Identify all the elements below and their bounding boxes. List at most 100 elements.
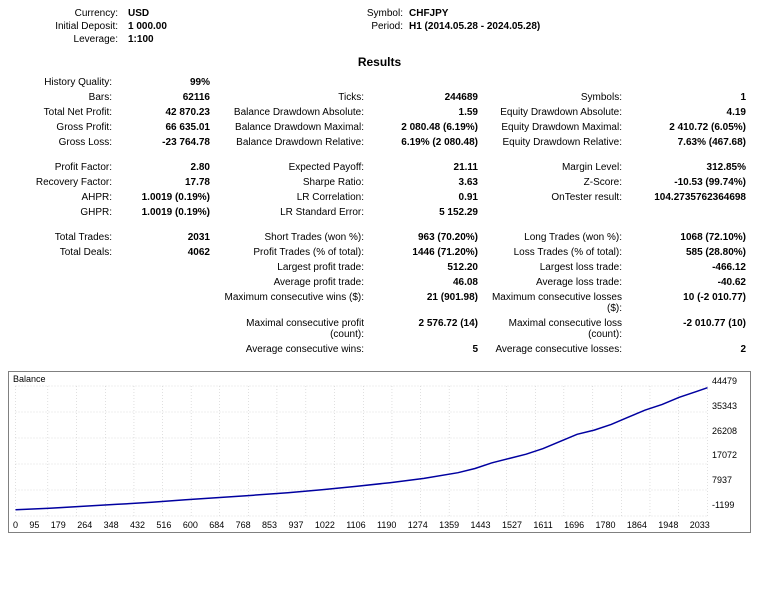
y-axis-labels: 444793534326208170727937-1199	[712, 372, 748, 514]
stat-value: 244689	[372, 92, 482, 103]
stat-label: Total Net Profit:	[8, 107, 120, 118]
stat-cell: History Quality:99%	[8, 77, 214, 88]
stat-label: History Quality:	[8, 77, 120, 88]
stat-label: OnTester result:	[482, 192, 630, 203]
stat-value: 99%	[120, 77, 214, 88]
stat-cell: Equity Drawdown Relative:7.63% (467.68)	[482, 137, 750, 148]
x-tick-label: 1106	[346, 520, 365, 530]
stat-cell	[8, 262, 214, 273]
stat-label: AHPR:	[8, 192, 120, 203]
stat-cell: Largest profit trade:512.20	[214, 262, 482, 273]
stat-value: 5	[372, 344, 482, 355]
stat-value: 66 635.01	[120, 122, 214, 133]
stat-value: 4.19	[630, 107, 750, 118]
stat-cell: Maximum consecutive wins ($):21 (901.98)	[214, 292, 482, 314]
stat-label: LR Correlation:	[214, 192, 372, 203]
x-tick-label: 179	[51, 520, 66, 530]
stat-label: Total Trades:	[8, 232, 120, 243]
x-tick-label: 600	[183, 520, 198, 530]
stat-label: Balance Drawdown Relative:	[214, 137, 372, 148]
stat-cell	[214, 77, 482, 88]
stat-cell: Symbols:1	[482, 92, 750, 103]
stat-value: 2 410.72 (6.05%)	[630, 122, 750, 133]
stat-label: Expected Payoff:	[214, 162, 372, 173]
stat-cell: Z-Score:-10.53 (99.74%)	[482, 177, 750, 188]
stat-value: 1.0019 (0.19%)	[120, 192, 214, 203]
stat-label: Average consecutive wins:	[214, 344, 372, 355]
stat-cell: Gross Loss:-23 764.78	[8, 137, 214, 148]
stat-label: Maximal consecutive loss (count):	[482, 318, 630, 340]
x-axis-labels: 0951792643484325166006847688539371022110…	[13, 520, 710, 530]
stat-label: Balance Drawdown Absolute:	[214, 107, 372, 118]
results-title: Results	[8, 55, 751, 69]
stat-cell: LR Correlation:0.91	[214, 192, 482, 203]
stat-label: Total Deals:	[8, 247, 120, 258]
stat-cell: Balance Drawdown Absolute:1.59	[214, 107, 482, 118]
stat-cell	[482, 207, 750, 218]
stat-cell: Largest loss trade:-466.12	[482, 262, 750, 273]
stat-cell: GHPR:1.0019 (0.19%)	[8, 207, 214, 218]
stat-label: Short Trades (won %):	[214, 232, 372, 243]
stat-cell: Average profit trade:46.08	[214, 277, 482, 288]
stat-value: 21.11	[372, 162, 482, 173]
stat-cell: LR Standard Error:5 152.29	[214, 207, 482, 218]
x-tick-label: 1527	[502, 520, 522, 530]
stat-cell: Maximum consecutive losses ($):10 (-2 01…	[482, 292, 750, 314]
stat-cell: Expected Payoff:21.11	[214, 162, 482, 173]
x-tick-label: 348	[104, 520, 119, 530]
chart-title: Balance	[13, 374, 46, 384]
stats-grid: History Quality:99%Bars:62116Ticks:24468…	[8, 77, 751, 359]
stat-cell: Gross Profit:66 635.01	[8, 122, 214, 133]
stat-value: 2.80	[120, 162, 214, 173]
stat-cell: Average loss trade:-40.62	[482, 277, 750, 288]
symbol-label: Symbol:	[298, 8, 409, 19]
stat-cell: Total Trades:2031	[8, 232, 214, 243]
stat-cell	[8, 318, 214, 340]
stat-value: 1068 (72.10%)	[630, 232, 750, 243]
x-tick-label: 768	[236, 520, 251, 530]
stat-cell: Average consecutive wins:5	[214, 344, 482, 355]
stat-label: Gross Profit:	[8, 122, 120, 133]
stat-cell: Maximal consecutive profit (count):2 576…	[214, 318, 482, 340]
stat-value: -10.53 (99.74%)	[630, 177, 750, 188]
deposit-value: 1 000.00	[128, 21, 208, 32]
stat-cell: Total Deals:4062	[8, 247, 214, 258]
stat-label: Maximum consecutive wins ($):	[214, 292, 372, 314]
x-tick-label: 1696	[564, 520, 584, 530]
x-tick-label: 432	[130, 520, 145, 530]
stat-cell: Loss Trades (% of total):585 (28.80%)	[482, 247, 750, 258]
stat-cell: Profit Trades (% of total):1446 (71.20%)	[214, 247, 482, 258]
chart-svg	[9, 372, 750, 532]
leverage-label: Leverage:	[8, 34, 128, 45]
stat-value: 2 576.72 (14)	[372, 318, 482, 340]
stat-cell: OnTester result:104.2735762364698	[482, 192, 750, 203]
stat-cell: AHPR:1.0019 (0.19%)	[8, 192, 214, 203]
stat-label: Balance Drawdown Maximal:	[214, 122, 372, 133]
x-tick-label: 1611	[533, 520, 552, 530]
stat-label: Profit Trades (% of total):	[214, 247, 372, 258]
stat-label: Largest loss trade:	[482, 262, 630, 273]
stat-cell: Sharpe Ratio:3.63	[214, 177, 482, 188]
x-tick-label: 1780	[595, 520, 615, 530]
currency-label: Currency:	[8, 8, 128, 19]
stat-label: Equity Drawdown Maximal:	[482, 122, 630, 133]
stat-value: 4062	[120, 247, 214, 258]
stat-value: 0.91	[372, 192, 482, 203]
stat-cell: Equity Drawdown Maximal:2 410.72 (6.05%)	[482, 122, 750, 133]
stat-label: Average consecutive losses:	[482, 344, 630, 355]
stat-label: Long Trades (won %):	[482, 232, 630, 243]
stat-label: Average loss trade:	[482, 277, 630, 288]
stat-value: 6.19% (2 080.48)	[372, 137, 482, 148]
x-tick-label: 1022	[315, 520, 335, 530]
stat-label: Equity Drawdown Absolute:	[482, 107, 630, 118]
stat-cell	[8, 344, 214, 355]
stat-label: Recovery Factor:	[8, 177, 120, 188]
stat-value: 1	[630, 92, 750, 103]
stat-label: GHPR:	[8, 207, 120, 218]
period-value: H1 (2014.05.28 - 2024.05.28)	[409, 21, 540, 32]
stat-value: 3.63	[372, 177, 482, 188]
y-tick-label: 35343	[712, 401, 748, 411]
deposit-label: Initial Deposit:	[8, 21, 128, 32]
stat-label: Loss Trades (% of total):	[482, 247, 630, 258]
stat-cell: Long Trades (won %):1068 (72.10%)	[482, 232, 750, 243]
